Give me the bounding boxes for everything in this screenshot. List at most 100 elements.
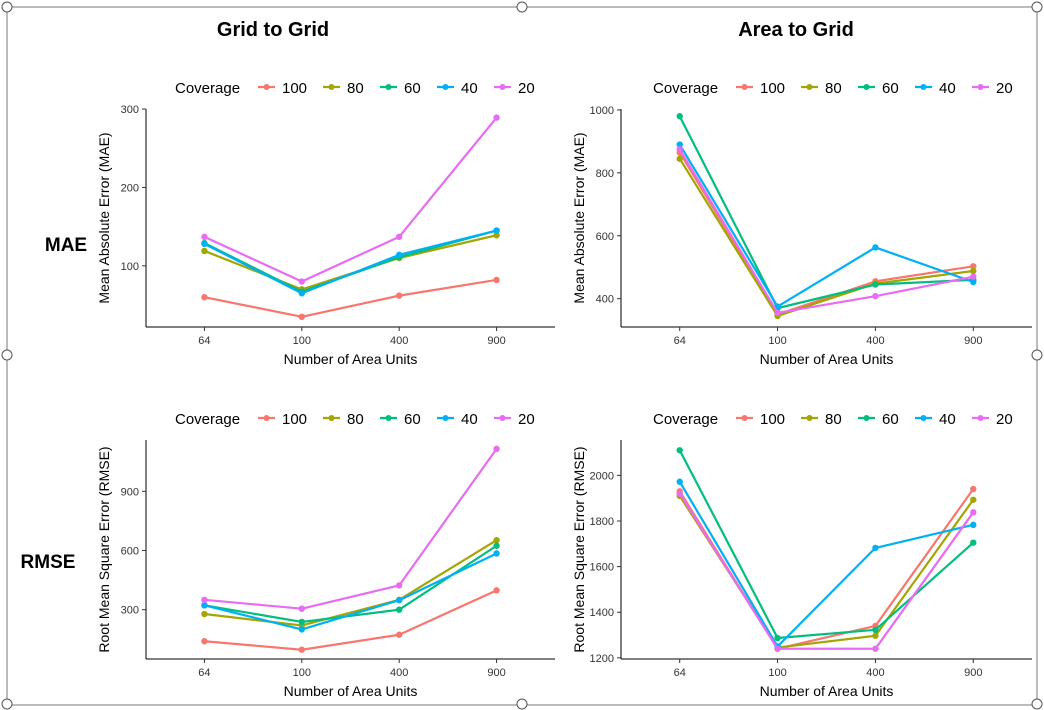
- resize-handle[interactable]: [516, 1, 528, 13]
- legend-key-point: [442, 415, 449, 421]
- data-point: [676, 141, 683, 148]
- data-point: [970, 521, 977, 529]
- legend-entry-40: 40: [437, 80, 478, 97]
- legend: Coverage 100 80 60 40 20: [175, 411, 535, 428]
- data-point: [493, 232, 500, 239]
- y-tick-label: 1600: [590, 562, 614, 574]
- legend-key-point: [385, 84, 392, 90]
- data-point: [395, 292, 403, 299]
- resize-handle[interactable]: [516, 698, 528, 710]
- series-line: [678, 115, 974, 310]
- data-point: [872, 544, 879, 552]
- data-point: [395, 606, 403, 613]
- legend-key-point: [328, 84, 335, 90]
- data-point: [493, 445, 500, 453]
- data-point: [970, 509, 977, 516]
- x-tick-label: 100: [293, 335, 311, 347]
- resize-handle[interactable]: [1, 1, 13, 13]
- row-label-rmse: RMSE: [21, 552, 76, 573]
- series-line: [203, 116, 498, 283]
- legend-label: 40: [939, 411, 956, 428]
- data-point: [493, 114, 500, 121]
- legend-entry-20: 20: [494, 411, 535, 428]
- chart-panel: 400 600 800 1000 64 100 400 900 Number of Area U…: [571, 80, 1032, 367]
- series-100: [676, 149, 977, 318]
- legend-key-point: [920, 415, 927, 421]
- y-tick-label: 200: [121, 182, 139, 194]
- data-point: [774, 634, 781, 642]
- data-point: [872, 632, 879, 639]
- x-axis-title: Number of Area Units: [284, 683, 418, 699]
- legend-entry-40: 40: [915, 411, 956, 428]
- resize-handle[interactable]: [1031, 698, 1043, 710]
- series-80: [676, 155, 977, 320]
- x-tick-label: 64: [674, 335, 686, 347]
- legend-label: 100: [282, 411, 307, 428]
- data-point: [676, 113, 683, 120]
- chart-panel: 1200 1400 1600 1800 2000 64 100 400 900 Number of…: [571, 411, 1032, 699]
- resize-handle[interactable]: [1031, 1, 1043, 13]
- data-point: [872, 626, 879, 633]
- x-axis-title: Number of Area Units: [760, 683, 894, 699]
- legend-entry-20: 20: [972, 411, 1013, 428]
- data-point: [395, 582, 403, 589]
- chart-panel: 300 600 900 64 100 400 900 Number of Area Units…: [96, 411, 555, 699]
- data-point: [493, 227, 500, 234]
- legend-label: 80: [347, 411, 364, 428]
- y-tick-label: 100: [121, 261, 139, 273]
- x-tick-label: 400: [866, 335, 884, 347]
- x-tick-label: 100: [293, 667, 311, 679]
- y-axis-title: Root Mean Square Error (RMSE): [571, 446, 587, 652]
- data-point: [970, 273, 977, 280]
- data-point: [493, 542, 500, 549]
- legend-entry-60: 60: [380, 411, 421, 428]
- resize-handle[interactable]: [1031, 349, 1043, 361]
- legend-key-point: [863, 84, 870, 90]
- series-line: [204, 539, 498, 627]
- legend-key-point: [741, 415, 748, 421]
- legend-key-point: [863, 415, 870, 421]
- y-tick-label: 600: [596, 231, 614, 243]
- resize-handle[interactable]: [1, 349, 13, 361]
- legend-label: 80: [825, 80, 842, 97]
- series-40: [201, 227, 500, 297]
- series-100: [201, 276, 500, 321]
- row-label-mae: MAE: [45, 235, 87, 256]
- data-point: [298, 278, 306, 285]
- series-20: [201, 114, 500, 285]
- legend-label: 100: [282, 80, 307, 97]
- legend-label: 20: [996, 411, 1013, 428]
- legend-label: 40: [939, 80, 956, 97]
- legend-entry-60: 60: [858, 411, 899, 428]
- legend-label: 100: [760, 411, 785, 428]
- data-point: [298, 313, 306, 321]
- column-title-area-to-grid: Area to Grid: [738, 19, 854, 41]
- series-60: [201, 227, 500, 295]
- data-point: [493, 276, 500, 284]
- data-point: [201, 602, 208, 609]
- x-tick-label: 400: [390, 667, 408, 679]
- legend-key-point: [442, 84, 449, 90]
- x-tick-label: 400: [866, 667, 884, 679]
- data-point: [872, 292, 879, 300]
- y-tick-label: 400: [596, 294, 614, 306]
- x-tick-label: 900: [964, 335, 982, 347]
- y-tick-label: 1800: [590, 516, 614, 528]
- series-line: [204, 589, 498, 651]
- x-tick-label: 900: [964, 667, 982, 679]
- legend-label: 40: [461, 411, 478, 428]
- data-point: [493, 537, 500, 544]
- legend-title: Coverage: [175, 411, 240, 428]
- series-20: [676, 146, 977, 317]
- data-point: [201, 294, 208, 301]
- legend-key-point: [741, 84, 748, 90]
- data-point: [676, 478, 683, 485]
- data-point: [872, 281, 879, 288]
- data-point: [493, 587, 500, 594]
- legend-entry-80: 80: [801, 411, 842, 428]
- legend-entry-100: 100: [258, 411, 307, 428]
- legend-key-point: [806, 84, 813, 90]
- resize-handle[interactable]: [1, 698, 13, 710]
